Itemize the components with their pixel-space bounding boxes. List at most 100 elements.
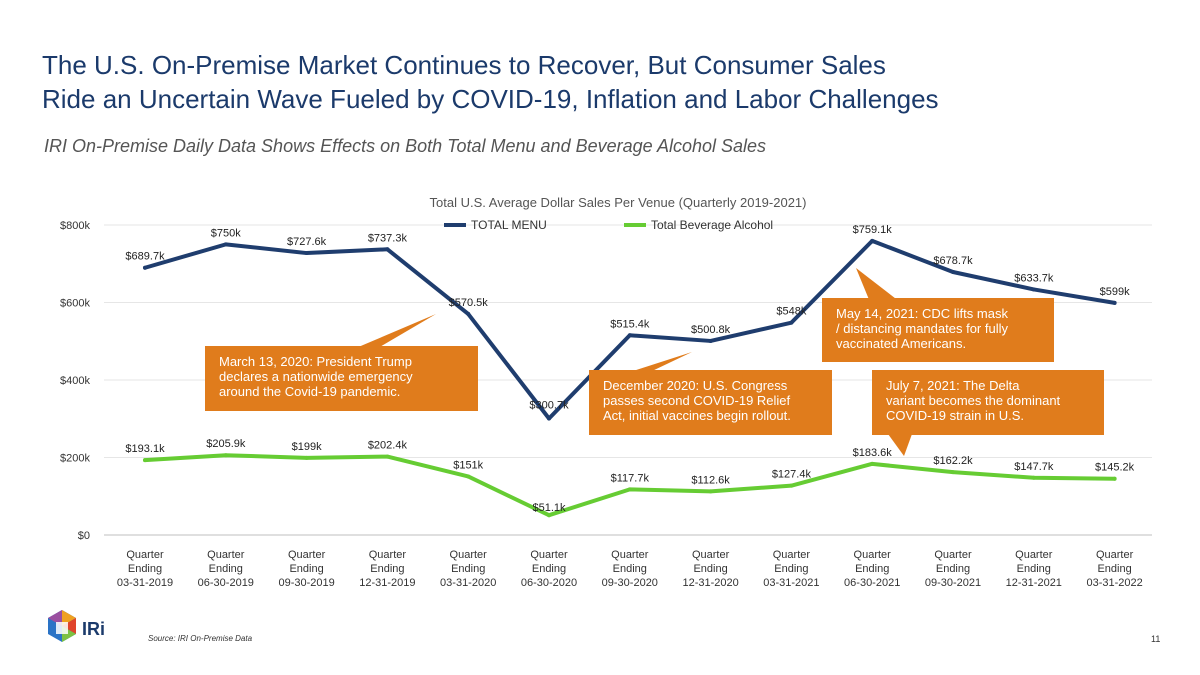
y-tick-label: $600k xyxy=(60,298,90,310)
data-label: $162.2k xyxy=(933,455,973,467)
data-label: $515.4k xyxy=(610,318,650,330)
data-label: $183.6k xyxy=(853,447,893,459)
source-note: Source: IRI On-Premise Data xyxy=(148,634,253,643)
callout-cdc-line-1: May 14, 2021: CDC lifts mask xyxy=(836,306,1008,321)
x-tick-label-line: 03-31-2022 xyxy=(1086,577,1142,589)
x-tick-label: Quarter Ending 12-31-2019 xyxy=(359,549,415,589)
x-tick-label: Quarter Ending 12-31-2021 xyxy=(1006,549,1062,589)
callout-congress-line-3: Act, initial vaccines begin rollout. xyxy=(603,408,791,423)
callout-trump-line-2: declares a nationwide emergency xyxy=(219,369,413,384)
data-point xyxy=(385,454,390,459)
x-tick-label-line: 09-30-2021 xyxy=(925,577,981,589)
x-tick-label: Quarter Ending 06-30-2019 xyxy=(198,549,254,589)
data-point xyxy=(223,242,228,247)
x-tick-label-line: 06-30-2020 xyxy=(521,577,577,589)
x-tick-label-line: Quarter xyxy=(126,549,164,561)
slide-title: The U.S. On-Premise Market Continues to … xyxy=(42,48,1162,116)
data-label: $145.2k xyxy=(1095,462,1135,474)
data-point xyxy=(223,453,228,458)
data-label: $117.7k xyxy=(611,472,650,484)
y-tick-label: $800k xyxy=(60,220,90,232)
data-label: $147.7k xyxy=(1014,461,1054,473)
data-label: $633.7k xyxy=(1014,272,1054,284)
data-label: $151k xyxy=(453,459,483,471)
data-point xyxy=(143,458,147,463)
x-tick-label-line: 12-31-2021 xyxy=(1006,577,1062,589)
x-tick-label: Quarter Ending 09-30-2019 xyxy=(278,549,334,589)
x-tick-label: Quarter Ending 03-31-2022 xyxy=(1086,549,1142,589)
x-tick-label: Quarter Ending 06-30-2021 xyxy=(844,549,900,589)
data-point xyxy=(304,251,309,256)
data-point xyxy=(1031,287,1036,292)
callout-congress-line-1: December 2020: U.S. Congress xyxy=(603,378,788,393)
data-label: $300.7k xyxy=(529,399,569,411)
callout-delta-line-2: variant becomes the dominant xyxy=(886,393,1061,408)
data-label: $112.6k xyxy=(691,474,730,486)
x-tick-label-line: Quarter xyxy=(611,549,649,561)
data-point xyxy=(870,461,875,466)
data-point xyxy=(466,311,471,316)
data-label: $548k xyxy=(776,306,806,318)
x-tick-label-line: Ending xyxy=(451,563,485,575)
data-label: $689.7k xyxy=(125,251,165,263)
callout-cdc-masks: May 14, 2021: CDC lifts mask / distancin… xyxy=(822,298,1054,362)
x-tick-label: Quarter Ending 06-30-2020 xyxy=(521,549,577,589)
x-tick-label: Quarter Ending 03-31-2019 xyxy=(117,549,173,589)
title-line-1: The U.S. On-Premise Market Continues to … xyxy=(42,50,886,80)
x-tick-label-line: Quarter xyxy=(1096,549,1134,561)
callout-cdc-line-2: / distancing mandates for fully xyxy=(836,321,1008,336)
data-point xyxy=(385,247,390,252)
data-point xyxy=(951,270,955,275)
pointer-cdc xyxy=(856,268,900,302)
x-tick-label-line: 06-30-2019 xyxy=(198,577,254,589)
x-tick-label-line: Ending xyxy=(1097,563,1131,575)
pointer-congress xyxy=(630,352,692,372)
data-label: $193.1k xyxy=(125,443,165,455)
data-label: $599k xyxy=(1100,286,1130,298)
x-tick-label-line: 03-31-2019 xyxy=(117,577,173,589)
data-point xyxy=(547,513,551,518)
callout-delta-variant: July 7, 2021: The Delta variant becomes … xyxy=(872,370,1104,435)
x-tick-label-line: 06-30-2021 xyxy=(844,577,900,589)
y-tick-label: $400k xyxy=(60,375,90,387)
x-tick-label-line: Quarter xyxy=(692,549,730,561)
x-tick-label-line: Ending xyxy=(209,563,243,575)
x-tick-label-line: Quarter xyxy=(450,549,488,561)
x-tick-label-line: Ending xyxy=(855,563,889,575)
callout-trump-line-1: March 13, 2020: President Trump xyxy=(219,354,412,369)
x-tick-label-line: Quarter xyxy=(207,549,245,561)
slide-subtitle: IRI On-Premise Daily Data Shows Effects … xyxy=(44,136,767,156)
data-label: $570.5k xyxy=(449,297,489,309)
iri-logo: IRi xyxy=(48,610,105,642)
series-lines: $689.7k $750k $727.6k $737.3k $570.5k $300.7k… xyxy=(125,224,1135,518)
x-tick-label: Quarter Ending 09-30-2021 xyxy=(925,549,981,589)
x-tick-label-line: 09-30-2019 xyxy=(278,577,334,589)
logo-text: IRi xyxy=(82,619,105,639)
data-point xyxy=(466,474,471,479)
data-point xyxy=(1112,476,1117,481)
callout-trump-line-3: around the Covid-19 pandemic. xyxy=(219,384,401,399)
x-tick-label-line: Ending xyxy=(1017,563,1051,575)
data-point xyxy=(547,416,551,421)
data-point xyxy=(1112,300,1117,305)
data-point xyxy=(708,338,713,343)
callout-delta-line-1: July 7, 2021: The Delta xyxy=(886,378,1020,393)
x-tick-label-line: Quarter xyxy=(1015,549,1053,561)
x-tick-label-line: 03-31-2021 xyxy=(763,577,819,589)
data-label: $500.8k xyxy=(691,324,731,336)
callout-congress-line-2: passes second COVID-19 Relief xyxy=(603,393,791,408)
x-tick-label: Quarter Ending 12-31-2020 xyxy=(682,549,738,589)
data-label: $737.3k xyxy=(368,232,408,244)
x-axis: Quarter Ending 03-31-2019 Quarter Ending 06-3… xyxy=(117,549,1143,589)
title-line-2: Ride an Uncertain Wave Fueled by COVID-1… xyxy=(42,84,939,114)
data-point xyxy=(1031,475,1036,480)
data-label: $727.6k xyxy=(287,236,327,248)
data-label: $202.4k xyxy=(368,440,408,452)
data-point xyxy=(789,320,794,325)
data-label: $127.4k xyxy=(772,469,812,481)
pointer-trump xyxy=(356,314,436,348)
x-tick-label-line: Ending xyxy=(532,563,566,575)
callout-delta-line-3: COVID-19 strain in U.S. xyxy=(886,408,1024,423)
data-point xyxy=(789,483,794,488)
